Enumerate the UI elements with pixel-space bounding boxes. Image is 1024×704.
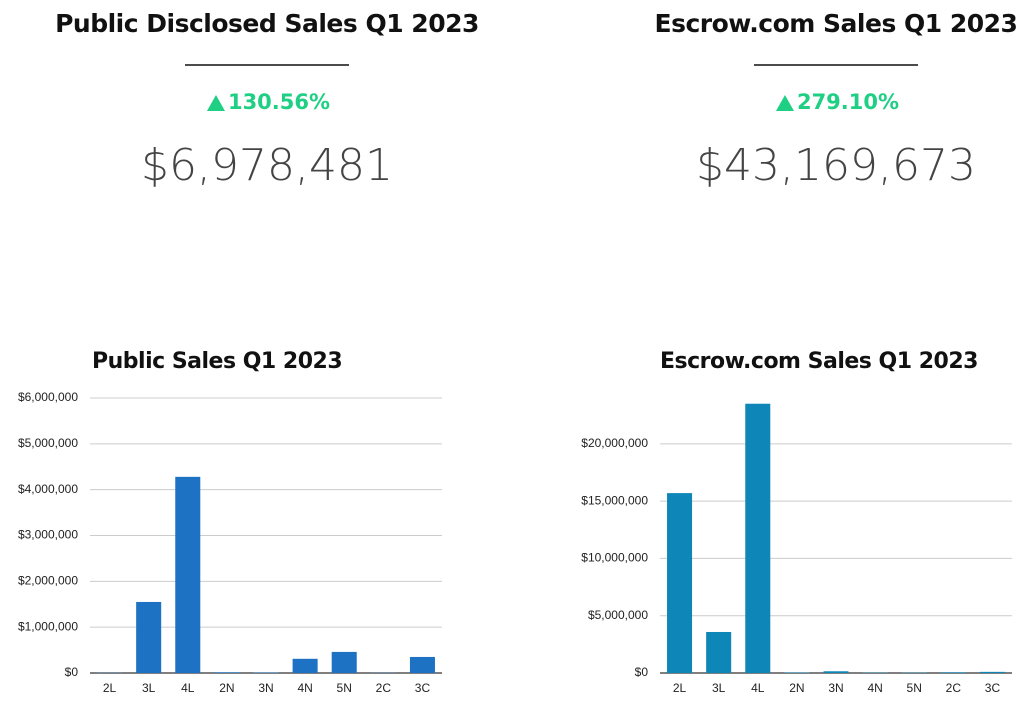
y-tick-label: $10,000,000 — [581, 551, 648, 565]
y-tick-label: $5,000,000 — [588, 608, 648, 622]
stat-title: Public Disclosed Sales Q1 2023 — [55, 9, 479, 38]
x-tick-label: 2N — [789, 681, 804, 695]
x-tick-label: 5N — [907, 681, 922, 695]
bar — [175, 476, 201, 673]
y-tick-label: $5,000,000 — [18, 436, 78, 450]
up-arrow-icon — [775, 95, 794, 111]
up-arrow-icon — [206, 95, 225, 111]
y-tick-label: $0 — [65, 665, 79, 679]
x-tick-label: 2L — [103, 681, 117, 695]
x-tick-label: 4L — [751, 681, 765, 695]
y-tick-label: $2,000,000 — [18, 574, 78, 588]
bar — [979, 671, 1005, 673]
stat-change: 130.56% — [228, 90, 330, 114]
x-tick-label: 4N — [297, 681, 312, 695]
bar — [292, 658, 318, 673]
x-tick-label: 3N — [828, 681, 843, 695]
y-tick-label: $15,000,000 — [581, 493, 648, 507]
bar — [409, 656, 435, 673]
x-tick-label: 4L — [181, 681, 195, 695]
chart-title: Public Sales Q1 2023 — [92, 349, 342, 374]
bar — [214, 672, 240, 673]
y-tick-label: $4,000,000 — [18, 482, 78, 496]
y-tick-label: $1,000,000 — [18, 619, 78, 633]
x-tick-label: 2C — [376, 681, 392, 695]
stat-total: $43,169,673 — [696, 140, 976, 191]
x-tick-label: 3N — [258, 681, 273, 695]
y-tick-label: $3,000,000 — [18, 528, 78, 542]
x-tick-label: 5N — [337, 681, 352, 695]
x-tick-label: 3C — [985, 681, 1001, 695]
chart-title: Escrow.com Sales Q1 2023 — [660, 349, 978, 374]
stat-title: Escrow.com Sales Q1 2023 — [655, 9, 1018, 38]
bar — [667, 493, 693, 673]
bar — [940, 672, 966, 673]
bar — [331, 651, 357, 673]
y-tick-label: $0 — [635, 665, 649, 679]
stat-total: $6,978,481 — [141, 140, 393, 191]
x-tick-label: 4N — [867, 681, 882, 695]
y-tick-label: $6,000,000 — [18, 390, 78, 404]
x-tick-label: 2C — [946, 681, 962, 695]
x-tick-label: 2N — [219, 681, 234, 695]
x-tick-label: 2L — [673, 681, 687, 695]
stat-change: 279.10% — [797, 90, 899, 114]
x-tick-label: 3L — [712, 681, 726, 695]
bar — [706, 631, 732, 673]
bar — [823, 671, 849, 673]
x-tick-label: 3C — [415, 681, 431, 695]
y-tick-label: $20,000,000 — [581, 436, 648, 450]
x-tick-label: 3L — [142, 681, 156, 695]
bar — [136, 601, 162, 673]
bar — [745, 403, 771, 673]
